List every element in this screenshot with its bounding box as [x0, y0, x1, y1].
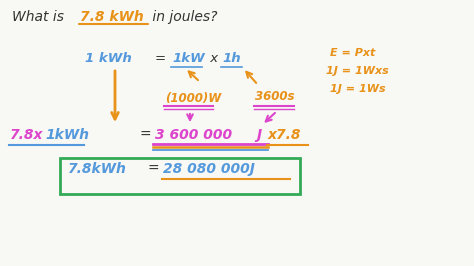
Text: 1J = 1Ws: 1J = 1Ws	[330, 84, 386, 94]
Text: E = Pxt: E = Pxt	[330, 48, 375, 58]
Text: 3 600 000: 3 600 000	[155, 128, 232, 142]
Text: 1kW: 1kW	[172, 52, 205, 65]
Text: 1J = 1Wxs: 1J = 1Wxs	[326, 66, 389, 76]
Text: in joules?: in joules?	[148, 10, 218, 24]
Text: x: x	[206, 52, 222, 65]
Text: 1h: 1h	[222, 52, 241, 65]
Text: 28 080 000J: 28 080 000J	[163, 162, 255, 176]
Text: =: =	[148, 162, 160, 176]
Text: 1kWh: 1kWh	[45, 128, 89, 142]
Text: J: J	[256, 128, 261, 142]
Text: 7.8kWh: 7.8kWh	[68, 162, 127, 176]
Text: 7.8x: 7.8x	[10, 128, 44, 142]
Text: 1 kWh: 1 kWh	[85, 52, 132, 65]
Text: What is: What is	[12, 10, 68, 24]
Text: 7.8 kWh: 7.8 kWh	[80, 10, 144, 24]
Text: =: =	[155, 52, 166, 65]
Text: x7.8: x7.8	[268, 128, 301, 142]
Text: 3600s: 3600s	[255, 90, 294, 103]
Bar	[60, 158, 300, 194]
Text: (1000)W: (1000)W	[165, 92, 221, 105]
Text: =: =	[140, 128, 152, 142]
